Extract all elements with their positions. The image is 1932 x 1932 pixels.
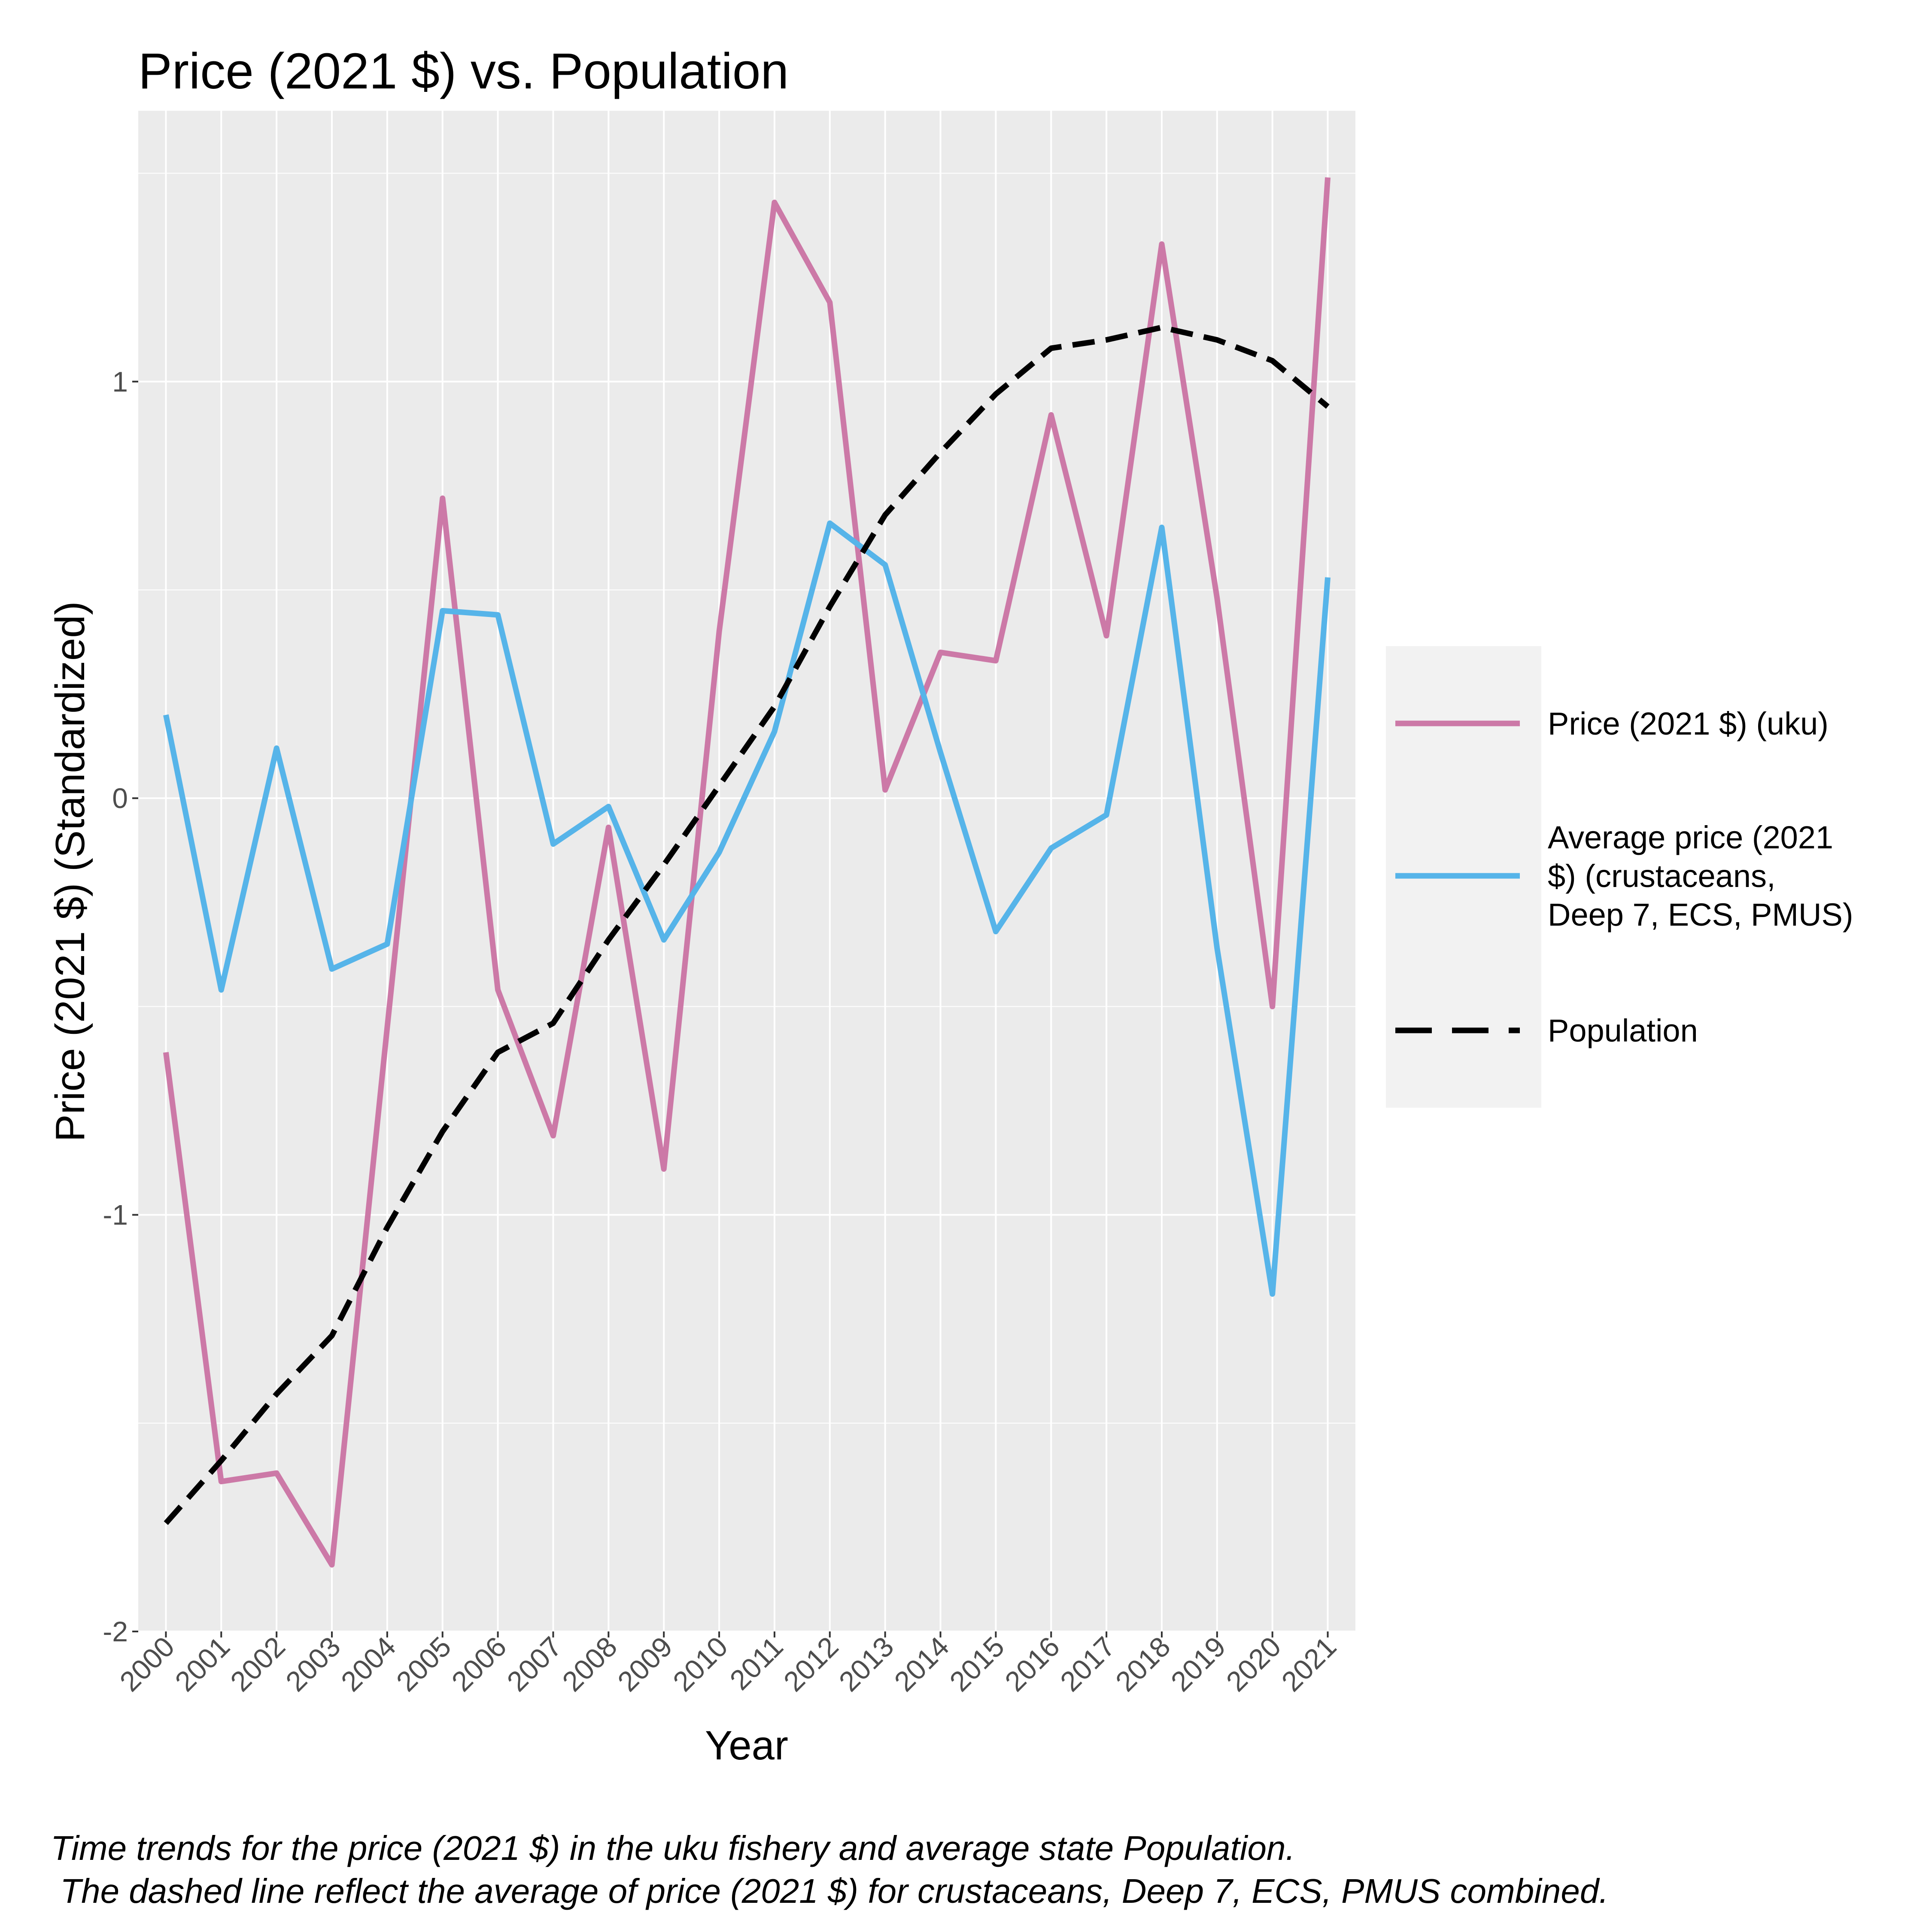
x-tick-label: 2003 [279,1631,346,1698]
caption-line-2: The dashed line reflect the average of p… [51,1872,1609,1910]
x-tick-label: 2001 [169,1631,236,1698]
x-tick-label: 2004 [335,1631,402,1698]
x-tick-label: 2002 [224,1631,291,1698]
x-tick-label: 2008 [556,1631,623,1698]
x-tick-label: 2021 [1275,1631,1342,1698]
series-lines [163,177,1331,1568]
caption-line-1: Time trends for the price (2021 $) in th… [51,1829,1295,1867]
x-tick-label: 2012 [778,1631,844,1698]
x-tick-label: 2006 [445,1631,512,1698]
legend: Price (2021 $) (uku) Average price (2021$… [1386,646,1853,1108]
y-tick-label: -1 [103,1199,128,1231]
x-tick-label: 2018 [1109,1631,1176,1698]
caption: Time trends for the price (2021 $) in th… [51,1827,1897,1913]
x-tick-label: 2014 [888,1631,955,1698]
x-axis: 2000200120022003200420052006200720082009… [113,1631,1342,1698]
x-tick-label: 2011 [723,1631,789,1696]
legend-label: Population [1548,1013,1698,1048]
y-axis-title: Price (2021 $) (Standardized) [47,601,93,1142]
legend-label: Deep 7, ECS, PMUS) [1548,897,1853,933]
series-line-1 [163,177,1331,1568]
x-tick-label: 2019 [1165,1631,1232,1698]
x-tick-label: 2013 [832,1631,899,1698]
x-tick-label: 2010 [667,1631,734,1698]
legend-label: Price (2021 $) (uku) [1548,706,1829,741]
series-line-2 [163,520,1331,1297]
legend-label: $) (crustaceans, [1548,858,1776,894]
x-tick-label: 2015 [943,1631,1010,1698]
x-tick-label: 2020 [1220,1631,1287,1698]
x-tick-label: 2007 [501,1631,568,1698]
x-axis-title: Year [705,1722,788,1768]
x-tick-label: 2017 [1054,1631,1121,1698]
y-tick-label: -2 [103,1616,128,1647]
y-axis: 1 0 -1 -2 [103,366,138,1647]
x-tick-label: 2005 [390,1631,457,1698]
chart-title: Price (2021 $) vs. Population [138,43,789,100]
grid [138,111,1355,1632]
series-line-3 [164,325,1330,1525]
plot-panel [138,111,1355,1631]
x-tick-label: 2016 [999,1631,1066,1698]
y-tick-label: 1 [112,366,128,398]
x-tick-label: 2009 [611,1631,678,1698]
legend-label: Average price (2021 [1548,820,1833,855]
y-tick-label: 0 [112,782,128,814]
